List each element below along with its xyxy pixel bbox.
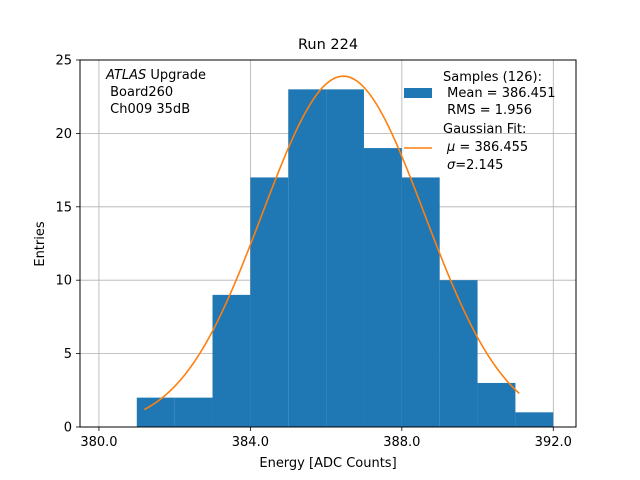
x-tick-label: 392.0 xyxy=(535,435,572,450)
y-tick-label: 20 xyxy=(55,127,72,142)
annotation-atlas: ATLAS xyxy=(105,68,146,83)
histogram-bar xyxy=(439,280,478,427)
histogram-bar xyxy=(212,294,251,427)
histogram-bars xyxy=(136,89,554,428)
histogram-bar xyxy=(363,148,402,427)
y-axis-label: Entries xyxy=(33,221,48,267)
atlas-annotation: ATLAS Upgrade Board260 Ch009 35dB xyxy=(105,68,206,117)
fit-curve-line xyxy=(143,75,520,411)
y-axis-ticks: 0 5 10 15 20 25 xyxy=(55,54,80,436)
legend-samples-title: Samples (126): xyxy=(443,70,542,85)
legend-mu-symbol: μ xyxy=(446,140,455,155)
gaussian-fit-curve xyxy=(143,75,520,411)
histogram-bar xyxy=(477,382,516,427)
histogram-bar xyxy=(250,177,289,427)
y-tick-label: 10 xyxy=(55,274,72,289)
y-tick-label: 15 xyxy=(55,200,72,215)
x-tick-label: 384.0 xyxy=(232,435,269,450)
y-tick-label: 5 xyxy=(64,347,72,362)
legend: Samples (126): Mean = 386.451 RMS = 1.95… xyxy=(404,70,555,173)
plot-frame xyxy=(79,59,577,428)
histogram-bar xyxy=(174,397,213,427)
histogram-bar xyxy=(515,412,554,427)
x-axis-label: Energy [ADC Counts] xyxy=(259,456,396,471)
y-tick-label: 0 xyxy=(64,421,72,436)
legend-fit-sigma: σ=2.145 xyxy=(447,158,503,173)
legend-samples-rms: RMS = 1.956 xyxy=(443,103,532,118)
legend-samples-swatch xyxy=(404,88,432,98)
y-tick-label: 25 xyxy=(55,54,72,69)
legend-sigma-value: =2.145 xyxy=(455,158,503,173)
annotation-board: Board260 xyxy=(106,85,173,100)
annotation-channel: Ch009 35dB xyxy=(106,102,190,117)
x-tick-label: 388.0 xyxy=(383,435,420,450)
legend-sigma-symbol: σ xyxy=(447,158,456,173)
legend-samples-mean: Mean = 386.451 xyxy=(443,86,555,101)
x-tick-label: 380.0 xyxy=(80,435,117,450)
legend-fit-mu: μ = 386.455 xyxy=(446,140,528,155)
annotation-line-1: ATLAS Upgrade xyxy=(105,68,206,83)
histogram-bar xyxy=(401,177,440,427)
annotation-upgrade: Upgrade xyxy=(146,68,206,83)
histogram-bar xyxy=(288,89,327,428)
chart-title: Run 224 xyxy=(298,37,358,53)
legend-fit-title: Gaussian Fit: xyxy=(443,122,526,137)
legend-mu-value: = 386.455 xyxy=(455,140,528,155)
histogram-bar xyxy=(326,89,364,428)
x-axis-ticks: 380.0 384.0 388.0 392.0 xyxy=(80,427,572,450)
